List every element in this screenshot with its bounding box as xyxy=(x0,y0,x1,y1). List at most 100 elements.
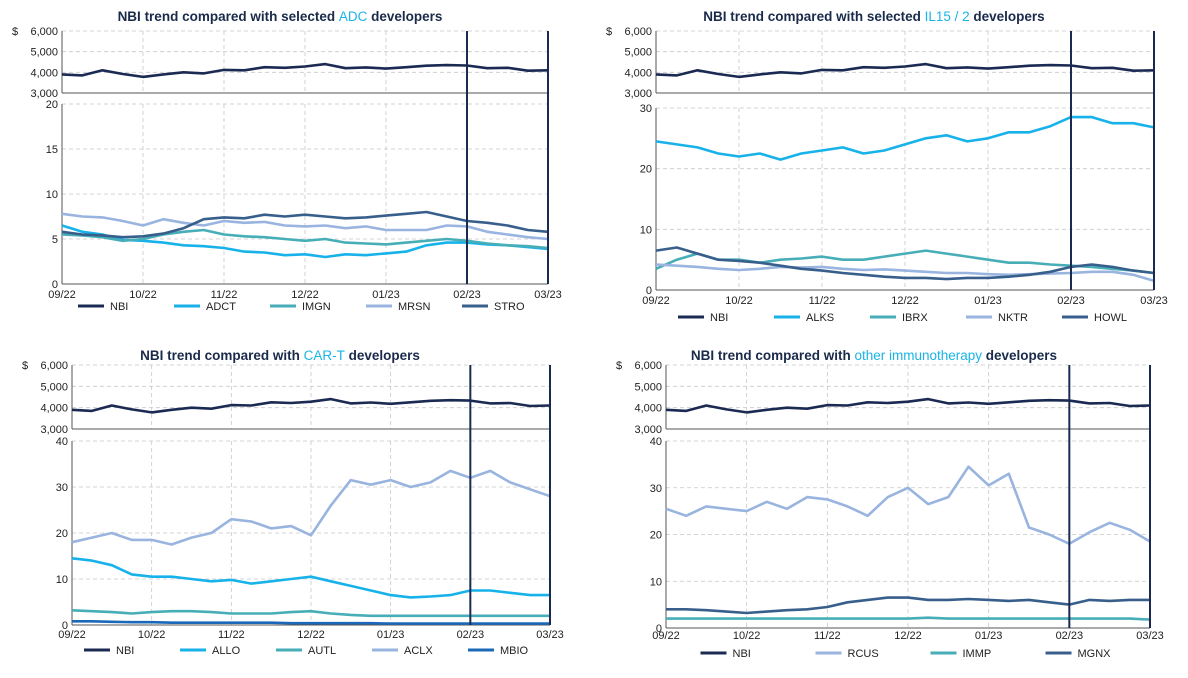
y-tick-label: 6,000 xyxy=(624,26,652,38)
bottom-panel: 0 10 20 30 xyxy=(640,103,1155,297)
y-tick-label: 20 xyxy=(650,530,662,542)
y-tick-label: 30 xyxy=(640,103,652,115)
y-tick-label: 40 xyxy=(650,436,662,448)
chart-title-prefix: NBI trend compared with xyxy=(690,348,855,363)
x-tick-label: 03/23 xyxy=(1140,295,1168,307)
chart-svg: 3,000 4,000 5,000 6,000 0 5 10 15 20 $09/22 10/22 1… xyxy=(12,26,562,313)
legend-item-mrsn: MRSN xyxy=(366,301,430,313)
x-tick-label: 11/22 xyxy=(814,630,841,642)
legend-label: MRSN xyxy=(398,301,430,313)
currency-label: $ xyxy=(606,26,612,38)
x-tick-label: 10/22 xyxy=(733,630,761,642)
chart-panel-immuno: NBI trend compared with other immunother… xyxy=(594,339,1188,678)
legend-item-rcus: RCUS xyxy=(815,648,879,660)
chart-panel-cart: NBI trend compared with CAR-T developers… xyxy=(0,339,594,678)
x-tick-label: 09/22 xyxy=(58,629,86,641)
legend-label: ADCT xyxy=(206,301,236,313)
legend-item-immp: IMMP xyxy=(930,648,991,660)
legend-label: ACLX xyxy=(404,645,433,657)
legend-item-allo: ALLO xyxy=(180,645,241,657)
x-tick-label: 09/22 xyxy=(642,295,670,307)
top-panel: 3,000 4,000 5,000 6,000 xyxy=(624,26,1155,100)
top-panel: 3,000 4,000 5,000 6,000 xyxy=(634,360,1151,436)
legend-label: HOWL xyxy=(1094,312,1127,324)
x-tick-label: 03/23 xyxy=(1136,630,1164,642)
legend-label: NBI xyxy=(733,648,751,660)
y-tick-label: 5 xyxy=(52,234,58,246)
x-tick-label: 03/23 xyxy=(536,629,564,641)
legend-item-nktr: NKTR xyxy=(966,312,1028,324)
chart-title-suffix: developers xyxy=(367,9,443,24)
y-tick-label: 3,000 xyxy=(624,88,652,100)
x-tick-label: 11/22 xyxy=(211,289,238,301)
y-tick-label: 6,000 xyxy=(634,360,662,372)
y-tick-label: 5,000 xyxy=(634,381,662,393)
x-tick-label: 01/23 xyxy=(377,629,405,641)
legend-label: NBI xyxy=(710,312,728,324)
legend-item-adct: ADCT xyxy=(174,301,236,313)
chart-title-highlight: IL15 / 2 xyxy=(924,9,970,24)
chart-title: NBI trend compared with selected ADC dev… xyxy=(0,9,560,24)
y-tick-label: 20 xyxy=(46,99,58,111)
y-tick-label: 30 xyxy=(650,483,662,495)
y-tick-label: 3,000 xyxy=(634,424,662,436)
y-tick-label: 4,000 xyxy=(30,67,58,79)
legend-item-howl: HOWL xyxy=(1062,312,1127,324)
legend-item-alks: ALKS xyxy=(774,312,834,324)
x-tick-label: 09/22 xyxy=(652,630,680,642)
chart-title-highlight: CAR-T xyxy=(303,348,345,363)
x-tick-label: 01/23 xyxy=(975,630,1003,642)
x-tick-label: 02/23 xyxy=(453,289,481,301)
y-tick-label: 20 xyxy=(56,528,68,540)
chart-panel-il15: NBI trend compared with selected IL15 / … xyxy=(594,0,1188,339)
y-tick-label: 0 xyxy=(62,620,68,632)
y-tick-label: 10 xyxy=(46,189,58,201)
chart-title-prefix: NBI trend compared with selected xyxy=(117,9,339,24)
chart-title-suffix: developers xyxy=(982,348,1058,363)
y-tick-label: 4,000 xyxy=(634,403,662,415)
chart-title-highlight: other immunotherapy xyxy=(854,348,983,363)
legend-label: RCUS xyxy=(848,648,879,660)
chart-title: NBI trend compared with CAR-T developers xyxy=(0,348,560,363)
y-tick-label: 20 xyxy=(640,164,652,176)
y-tick-label: 15 xyxy=(46,144,58,156)
chart-title: NBI trend compared with selected IL15 / … xyxy=(594,9,1154,24)
y-tick-label: 10 xyxy=(56,574,68,586)
chart-svg: 3,000 4,000 5,000 6,000 0 10 20 30 40 $09/22 10/22… xyxy=(616,360,1164,660)
legend-label: ALLO xyxy=(212,645,241,657)
series-line-immp xyxy=(666,616,1151,621)
legend-item-nbi: NBI xyxy=(78,301,128,313)
y-tick-label: 0 xyxy=(656,623,662,635)
legend-item-imgn: IMGN xyxy=(270,301,331,313)
legend-label: MBIO xyxy=(500,645,529,657)
x-tick-label: 11/22 xyxy=(218,629,245,641)
legend-label: AUTL xyxy=(308,645,336,657)
top-panel: 3,000 4,000 5,000 6,000 xyxy=(40,360,551,436)
chart-svg: 3,000 4,000 5,000 6,000 0 10 20 30 $09/22 10/22 11… xyxy=(606,26,1168,324)
currency-label: $ xyxy=(616,360,622,372)
x-tick-label: 12/22 xyxy=(891,295,919,307)
x-tick-label: 10/22 xyxy=(725,295,753,307)
y-tick-label: 5,000 xyxy=(30,47,58,59)
x-tick-label: 12/22 xyxy=(291,289,319,301)
x-tick-label: 09/22 xyxy=(48,289,76,301)
legend-item-mgnx: MGNX xyxy=(1045,648,1112,660)
y-tick-label: 4,000 xyxy=(624,67,652,79)
y-tick-label: 3,000 xyxy=(40,424,68,436)
legend-label: NBI xyxy=(116,645,134,657)
y-tick-label: 4,000 xyxy=(40,403,68,415)
chart-svg: 3,000 4,000 5,000 6,000 0 10 20 30 40 $09/22 10/22… xyxy=(22,360,564,657)
chart-title-highlight: ADC xyxy=(338,9,368,24)
legend-label: MGNX xyxy=(1078,648,1112,660)
x-tick-label: 12/22 xyxy=(894,630,922,642)
chart-title-suffix: developers xyxy=(969,9,1045,24)
y-tick-label: 6,000 xyxy=(30,26,58,38)
x-tick-label: 03/23 xyxy=(534,289,562,301)
legend-label: STRO xyxy=(494,301,525,313)
top-panel: 3,000 4,000 5,000 6,000 xyxy=(30,26,549,100)
bottom-panel: 0 10 20 30 40 xyxy=(650,436,1151,635)
legend-label: IMGN xyxy=(302,301,331,313)
y-tick-label: 0 xyxy=(646,285,652,297)
x-tick-label: 12/22 xyxy=(297,629,325,641)
legend-item-nbi: NBI xyxy=(84,645,134,657)
